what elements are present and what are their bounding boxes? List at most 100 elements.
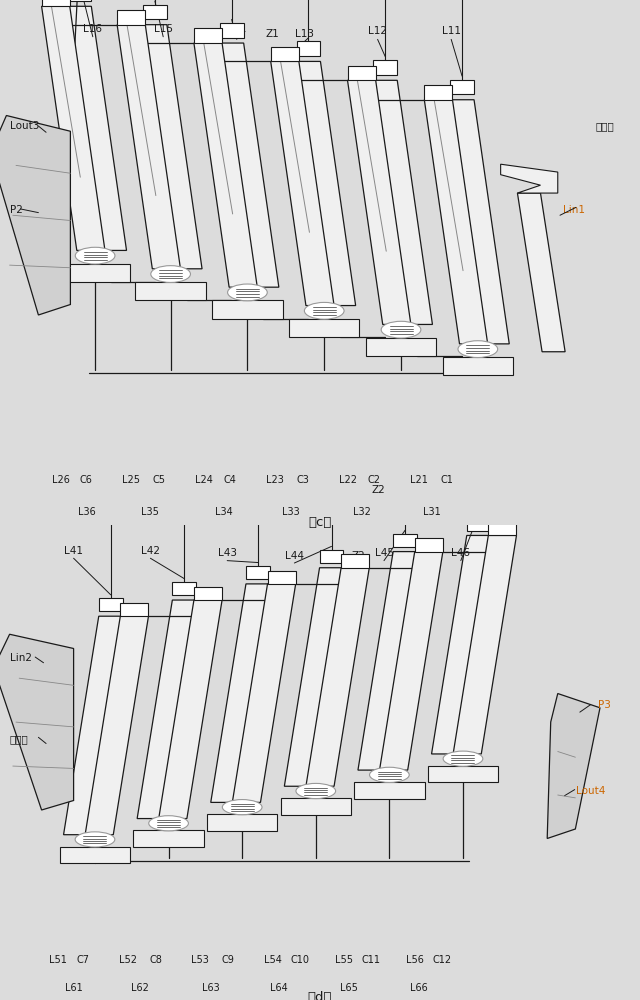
Text: L31: L31: [423, 507, 441, 517]
Polygon shape: [373, 60, 397, 75]
Text: L21: L21: [410, 475, 428, 485]
Text: L52: L52: [119, 955, 137, 965]
Text: C8: C8: [149, 955, 162, 965]
Text: （c）: （c）: [308, 516, 332, 529]
Polygon shape: [42, 0, 70, 6]
Polygon shape: [341, 554, 369, 568]
Polygon shape: [232, 584, 296, 802]
Polygon shape: [443, 357, 513, 375]
Text: C12: C12: [432, 955, 451, 965]
Polygon shape: [220, 43, 279, 287]
Text: L53: L53: [191, 955, 209, 965]
Text: L41: L41: [64, 546, 83, 556]
Polygon shape: [289, 319, 360, 337]
Polygon shape: [306, 568, 369, 786]
Polygon shape: [284, 568, 344, 786]
Text: L54: L54: [264, 955, 282, 965]
Polygon shape: [137, 600, 196, 819]
Text: L26: L26: [52, 475, 70, 485]
Polygon shape: [271, 47, 299, 61]
Polygon shape: [319, 550, 344, 563]
Polygon shape: [450, 80, 474, 95]
Text: L45: L45: [374, 548, 394, 558]
Text: Z2: Z2: [351, 551, 365, 561]
Text: L56: L56: [406, 955, 424, 965]
Text: L44: L44: [285, 551, 304, 561]
Polygon shape: [431, 535, 491, 754]
Polygon shape: [547, 694, 600, 838]
Polygon shape: [194, 28, 222, 43]
Text: C1: C1: [440, 475, 453, 485]
Polygon shape: [60, 264, 131, 282]
Polygon shape: [428, 766, 498, 782]
Text: C9: C9: [221, 955, 234, 965]
Text: C7: C7: [77, 955, 90, 965]
Text: L33: L33: [282, 507, 300, 517]
Text: L32: L32: [353, 507, 371, 517]
Text: Lin2: Lin2: [10, 653, 31, 663]
Polygon shape: [211, 584, 270, 802]
Polygon shape: [296, 61, 356, 306]
Text: L15: L15: [154, 24, 173, 34]
Polygon shape: [220, 23, 244, 38]
Polygon shape: [42, 6, 105, 250]
Polygon shape: [194, 587, 222, 600]
Polygon shape: [0, 115, 70, 315]
Text: Lout3: Lout3: [10, 121, 39, 131]
Polygon shape: [99, 598, 123, 611]
Polygon shape: [380, 552, 443, 770]
Ellipse shape: [222, 800, 262, 815]
Ellipse shape: [76, 247, 115, 264]
Text: L65: L65: [340, 983, 358, 993]
Text: P2: P2: [10, 205, 22, 215]
Polygon shape: [296, 41, 321, 56]
Polygon shape: [268, 571, 296, 584]
Ellipse shape: [381, 321, 421, 338]
Text: L11: L11: [442, 26, 461, 36]
Text: L43: L43: [218, 548, 237, 558]
Text: C2: C2: [368, 475, 381, 485]
Text: Z2: Z2: [371, 485, 385, 495]
Text: C5: C5: [152, 475, 165, 485]
Text: L14: L14: [227, 26, 246, 36]
Polygon shape: [348, 80, 411, 324]
Polygon shape: [488, 522, 516, 535]
Polygon shape: [212, 300, 283, 319]
Text: L25: L25: [122, 475, 140, 485]
Polygon shape: [117, 10, 145, 25]
Text: L61: L61: [65, 983, 83, 993]
Text: L63: L63: [202, 983, 220, 993]
Text: L66: L66: [410, 983, 428, 993]
Text: L24: L24: [195, 475, 212, 485]
Polygon shape: [172, 582, 196, 595]
Text: L13: L13: [294, 29, 314, 39]
Polygon shape: [393, 534, 417, 547]
Ellipse shape: [151, 266, 191, 282]
Polygon shape: [467, 517, 491, 531]
Polygon shape: [117, 25, 180, 269]
Ellipse shape: [443, 751, 483, 766]
Polygon shape: [85, 616, 148, 835]
Polygon shape: [143, 5, 167, 19]
Text: L35: L35: [141, 507, 159, 517]
Text: L34: L34: [215, 507, 233, 517]
Polygon shape: [373, 80, 433, 324]
Text: C4: C4: [224, 475, 237, 485]
Polygon shape: [136, 282, 206, 300]
Text: L62: L62: [131, 983, 148, 993]
Text: L42: L42: [141, 546, 160, 556]
Text: P3: P3: [598, 700, 611, 710]
Text: L51: L51: [49, 955, 67, 965]
Polygon shape: [271, 61, 334, 306]
Polygon shape: [280, 798, 351, 815]
Polygon shape: [67, 0, 92, 1]
Polygon shape: [424, 85, 452, 100]
Polygon shape: [0, 634, 74, 810]
Text: L55: L55: [335, 955, 353, 965]
Text: L12: L12: [368, 26, 387, 36]
Text: C3: C3: [296, 475, 309, 485]
Ellipse shape: [458, 341, 498, 358]
Text: Z1: Z1: [265, 29, 279, 39]
Polygon shape: [143, 25, 202, 269]
Polygon shape: [358, 552, 417, 770]
